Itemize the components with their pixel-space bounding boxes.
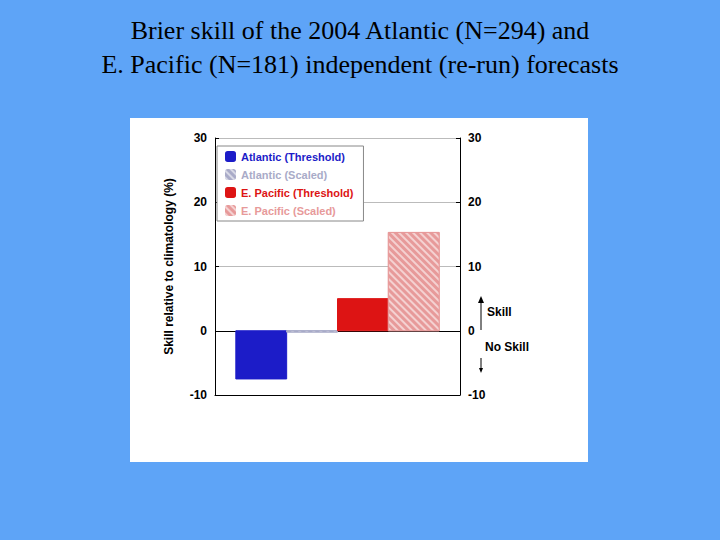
svg-text:20: 20 — [194, 195, 208, 209]
svg-text:-10: -10 — [190, 388, 208, 402]
svg-text:No Skill: No Skill — [485, 340, 529, 354]
svg-text:E. Pacific (Scaled): E. Pacific (Scaled) — [241, 205, 336, 217]
svg-text:Atlantic (Threshold): Atlantic (Threshold) — [241, 151, 345, 163]
svg-text:Skill: Skill — [487, 305, 512, 319]
svg-text:30: 30 — [194, 131, 208, 145]
svg-text:Atlantic (Scaled): Atlantic (Scaled) — [241, 169, 328, 181]
svg-text:20: 20 — [468, 195, 482, 209]
svg-text:30: 30 — [468, 131, 482, 145]
svg-text:0: 0 — [200, 324, 207, 338]
svg-text:-10: -10 — [468, 388, 486, 402]
svg-text:0: 0 — [468, 324, 475, 338]
svg-text:10: 10 — [468, 260, 482, 274]
html-text:Brier skill of the 2004 Atlant: Brier skill of the 2004 Atlantic (N=294)… — [101, 16, 619, 79]
svg-text:10: 10 — [194, 260, 208, 274]
svg-text:Skill relative to climatology: Skill relative to climatology (%) — [162, 178, 176, 355]
svg-text:E. Pacific (Threshold): E. Pacific (Threshold) — [241, 187, 354, 199]
